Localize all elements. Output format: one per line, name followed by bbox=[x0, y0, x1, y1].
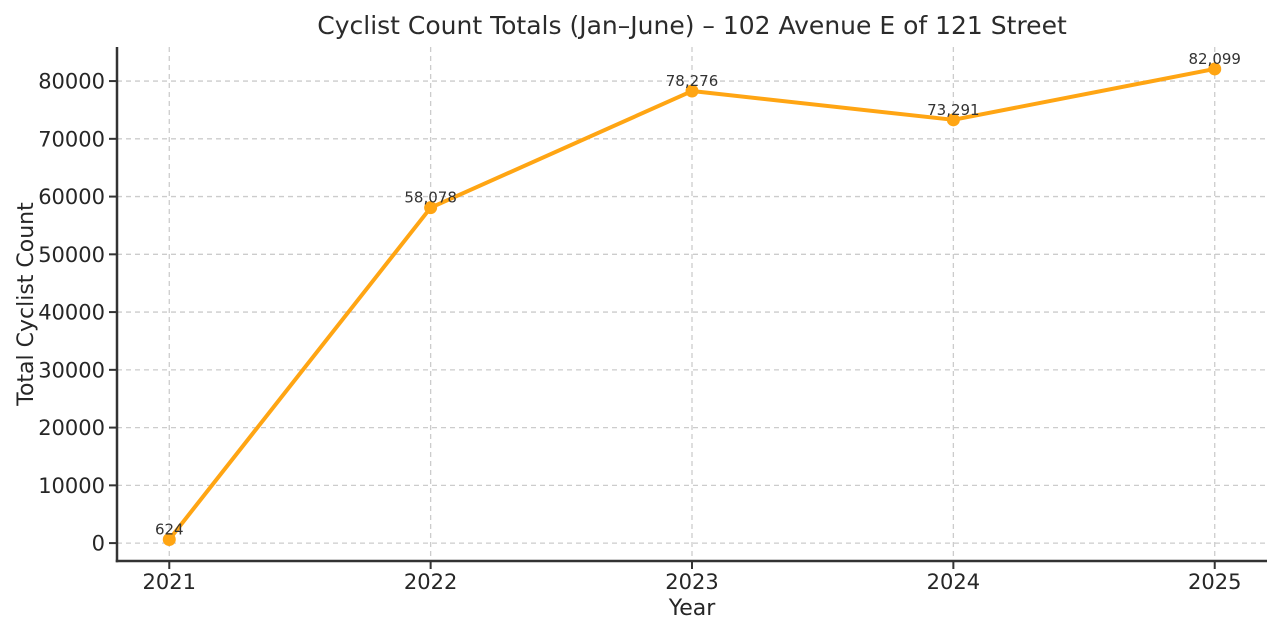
x-axis-label: Year bbox=[668, 596, 717, 621]
x-tick-label: 2025 bbox=[1188, 570, 1241, 594]
data-point-marker bbox=[1208, 62, 1222, 76]
x-tick-label: 2021 bbox=[143, 570, 196, 594]
y-tick-label: 0 bbox=[92, 532, 105, 556]
y-tick-label: 40000 bbox=[38, 301, 105, 325]
annotation-layer: 624 58,078 78,276 73,291 82,099 bbox=[155, 50, 1241, 539]
data-point-marker bbox=[685, 84, 699, 98]
chart-title: Cyclist Count Totals (Jan–June) – 102 Av… bbox=[317, 11, 1067, 40]
grid-layer bbox=[117, 47, 1267, 561]
y-tick-label: 30000 bbox=[38, 358, 105, 382]
y-tick-label: 60000 bbox=[38, 185, 105, 209]
data-point-label: 73,291 bbox=[927, 101, 980, 119]
x-tick-label: 2024 bbox=[927, 570, 980, 594]
y-tick-label: 10000 bbox=[38, 474, 105, 498]
axis-layer: 2021 2022 2023 2024 2025 0 10000 20000 30000 4000… bbox=[38, 47, 1267, 594]
x-tick-label: 2022 bbox=[404, 570, 457, 594]
data-point-label: 624 bbox=[155, 520, 184, 538]
y-tick-label: 80000 bbox=[38, 70, 105, 94]
y-tick-label: 70000 bbox=[38, 127, 105, 151]
data-point-label: 78,276 bbox=[666, 72, 719, 90]
x-tick-label: 2023 bbox=[665, 570, 718, 594]
y-tick-label: 20000 bbox=[38, 416, 105, 440]
data-point-marker bbox=[162, 532, 176, 546]
data-point-label: 82,099 bbox=[1188, 50, 1241, 68]
data-point-marker bbox=[946, 113, 960, 127]
y-tick-label: 50000 bbox=[38, 243, 105, 267]
data-point-label: 58,078 bbox=[404, 189, 457, 207]
series-layer bbox=[162, 62, 1222, 546]
data-point-marker bbox=[424, 201, 438, 215]
y-axis-label: Total Cyclist Count bbox=[14, 202, 39, 407]
